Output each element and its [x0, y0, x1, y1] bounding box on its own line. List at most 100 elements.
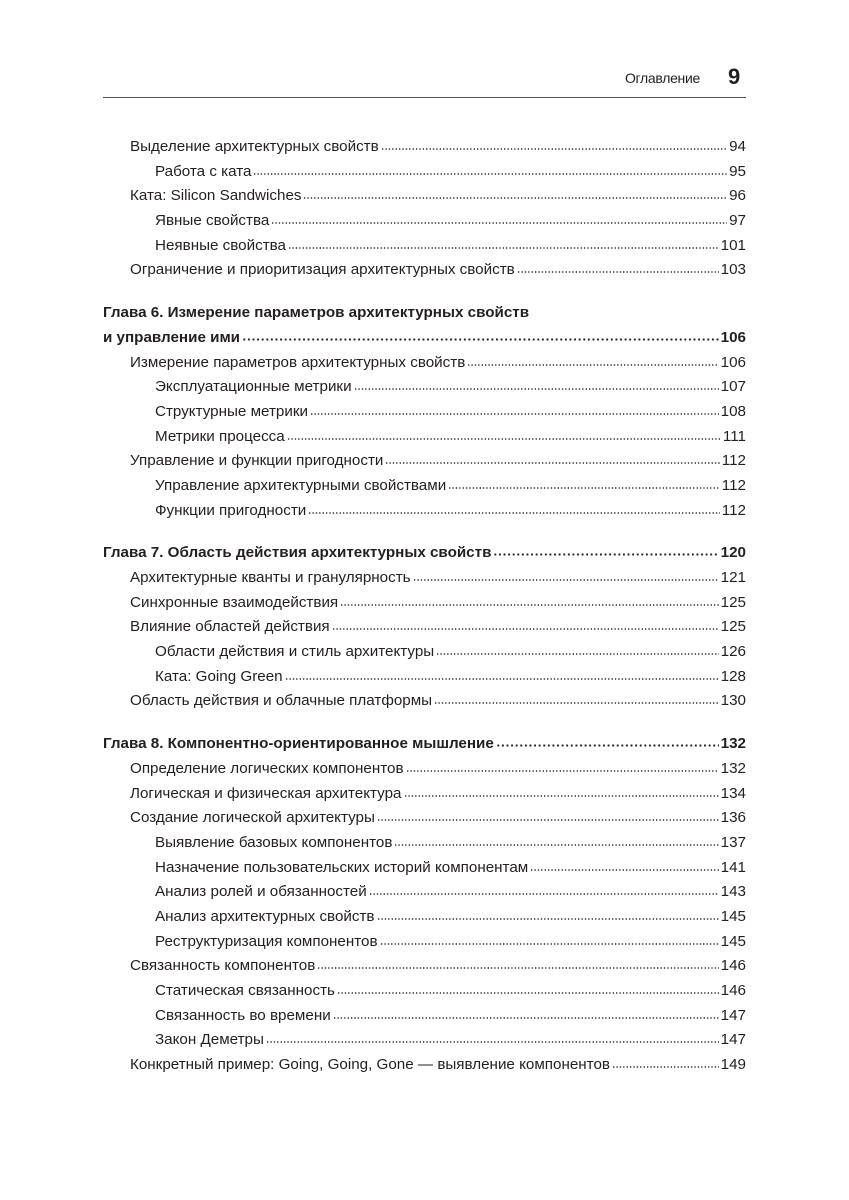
dot-leader: [353, 388, 719, 391]
toc-entry-title: Глава 6. Измерение параметров архитектур…: [103, 304, 530, 322]
toc-entry-page: 137: [720, 833, 746, 851]
header-rule: [103, 97, 746, 98]
toc-entry[interactable]: Влияние областей действия 125: [103, 615, 746, 640]
dot-leader: [265, 1041, 719, 1044]
toc-entry[interactable]: Анализ архитектурных свойств 145: [103, 905, 746, 930]
toc-entry[interactable]: Работа с ката 95: [103, 160, 746, 185]
toc-chapter-entry[interactable]: и управление ими 106: [103, 326, 746, 351]
toc-entry-title: Явные свойства: [155, 212, 270, 230]
dot-leader: [495, 744, 719, 748]
toc-entry[interactable]: Конкретный пример: Going, Going, Gone — …: [103, 1053, 746, 1078]
toc-entry-page: 106: [720, 328, 746, 346]
toc-entry-page: 94: [729, 138, 746, 155]
toc-entry-page: 125: [720, 618, 746, 636]
toc-entry-page: 107: [720, 378, 746, 396]
dot-leader: [385, 462, 720, 465]
dot-leader: [403, 794, 719, 797]
toc-entry-page: 96: [729, 187, 746, 205]
toc-entry[interactable]: Неявные свойства 101: [103, 234, 746, 259]
toc-entry[interactable]: Связанность компонентов 146: [103, 954, 746, 979]
toc-entry-title: Анализ ролей и обязанностей: [155, 883, 367, 901]
dot-leader: [412, 579, 719, 581]
toc-entry-title: Связанность компонентов: [130, 957, 316, 975]
dot-leader: [405, 769, 719, 772]
toc-entry[interactable]: Создание логической архитектуры 136: [103, 806, 746, 831]
toc-entry[interactable]: Реструктуризация компонентов 145: [103, 930, 746, 955]
dot-leader: [376, 819, 719, 822]
dot-leader: [436, 653, 719, 656]
toc-entry[interactable]: Метрики процесса 111: [103, 425, 746, 450]
toc-entry[interactable]: Структурные метрики 108: [103, 400, 746, 425]
dot-leader: [288, 246, 719, 249]
toc-entry-page: 112: [721, 501, 746, 519]
toc-entry[interactable]: Измерение параметров архитектурных свойс…: [103, 351, 746, 376]
toc-entry-title: Статическая связанность: [155, 982, 335, 999]
dot-leader: [332, 1016, 719, 1019]
table-of-contents: Выделение архитектурных свойств 94 Работа …: [103, 135, 746, 1078]
dot-leader: [530, 868, 719, 871]
toc-entry[interactable]: Определение логических компонентов 132: [103, 757, 746, 782]
toc-entry-page: 120: [720, 544, 746, 562]
dot-leader: [493, 553, 719, 557]
toc-entry-title: Работа с ката: [155, 162, 252, 180]
toc-entry-title: Область действия и облачные платформы: [130, 692, 433, 710]
toc-entry[interactable]: Области действия и стиль архитектуры 126: [103, 640, 746, 665]
toc-entry-page: 132: [720, 735, 746, 753]
toc-entry[interactable]: Архитектурные кванты и гранулярность 121: [103, 566, 746, 591]
toc-entry-title: Управление и функции пригодности: [130, 452, 384, 470]
dot-leader: [308, 511, 720, 514]
toc-chapter-entry[interactable]: Глава 8. Компонентно-ориентированное мыш…: [103, 732, 746, 757]
toc-entry[interactable]: Анализ ролей и обязанностей 143: [103, 880, 746, 905]
toc-entry[interactable]: Область действия и облачные платформы 130: [103, 689, 746, 714]
toc-entry[interactable]: Закон Деметры 147: [103, 1028, 746, 1053]
toc-entry[interactable]: Явные свойства 97: [103, 209, 746, 234]
toc-entry[interactable]: Выделение архитектурных свойств 94: [103, 135, 746, 160]
toc-entry-page: 106: [720, 353, 746, 371]
toc-entry-page: 130: [720, 692, 746, 710]
toc-entry-title: Реструктуризация компонентов: [155, 932, 378, 950]
toc-entry-title: Управление архитектурными свойствами: [155, 476, 447, 494]
toc-entry[interactable]: Ката: Going Green 128: [103, 665, 746, 690]
dot-leader: [516, 271, 719, 274]
toc-entry-page: 111: [722, 427, 746, 445]
dot-leader: [309, 412, 719, 415]
dot-leader: [271, 222, 728, 225]
dot-leader: [286, 437, 721, 440]
toc-entry-title: Ограничение и приоритизация архитектурны…: [130, 261, 515, 279]
dot-leader: [434, 702, 719, 705]
toc-entry-title: Логическая и физическая архитектура: [130, 784, 402, 802]
toc-entry-page: 147: [720, 1006, 746, 1024]
toc-entry[interactable]: Управление архитектурными свойствами 112: [103, 474, 746, 499]
dot-leader: [331, 628, 719, 631]
toc-entry[interactable]: Назначение пользовательских историй комп…: [103, 856, 746, 881]
toc-entry-title: Связанность во времени: [155, 1006, 331, 1024]
toc-chapter-entry[interactable]: Глава 7. Область действия архитектурных …: [103, 541, 746, 566]
toc-entry[interactable]: Статическая связанность 146: [103, 979, 746, 1004]
toc-entry-page: 136: [720, 809, 746, 827]
toc-entry-title: Неявные свойства: [155, 236, 286, 254]
toc-entry-page: 128: [720, 667, 746, 685]
dot-leader: [376, 917, 719, 920]
toc-entry-page: 145: [720, 907, 746, 925]
toc-entry[interactable]: Логическая и физическая архитектура 134: [103, 782, 746, 807]
header-section-title: Оглавление: [624, 70, 700, 86]
dot-leader: [448, 486, 720, 489]
toc-entry-page: 108: [720, 402, 746, 420]
toc-entry-title: Определение логических компонентов: [130, 759, 404, 777]
toc-entry[interactable]: Синхронные взаимодействия 125: [103, 591, 746, 616]
toc-entry-title: Влияние областей действия: [130, 618, 330, 636]
toc-entry[interactable]: Выявление базовых компонентов 137: [103, 831, 746, 856]
toc-entry[interactable]: Ката: Silicon Sandwiches 96: [103, 184, 746, 209]
toc-entry-title: Измерение параметров архитектурных свойс…: [130, 353, 466, 371]
toc-entry[interactable]: Эксплуатационные метрики 107: [103, 375, 746, 400]
toc-entry[interactable]: Управление и функции пригодности 112: [103, 449, 746, 474]
toc-entry[interactable]: Связанность во времени 147: [103, 1004, 746, 1029]
toc-entry-title: Создание логической архитектуры: [130, 809, 375, 827]
dot-leader: [612, 1066, 719, 1069]
toc-entry-title: Ката: Silicon Sandwiches: [130, 187, 302, 205]
toc-entry[interactable]: Функции пригодности 112: [103, 499, 746, 524]
toc-entry[interactable]: Ограничение и приоритизация архитектурны…: [103, 258, 746, 283]
toc-entry-page: 146: [720, 957, 746, 975]
toc-entry-title: Ката: Going Green: [155, 667, 283, 685]
toc-entry-page: 141: [720, 858, 746, 876]
